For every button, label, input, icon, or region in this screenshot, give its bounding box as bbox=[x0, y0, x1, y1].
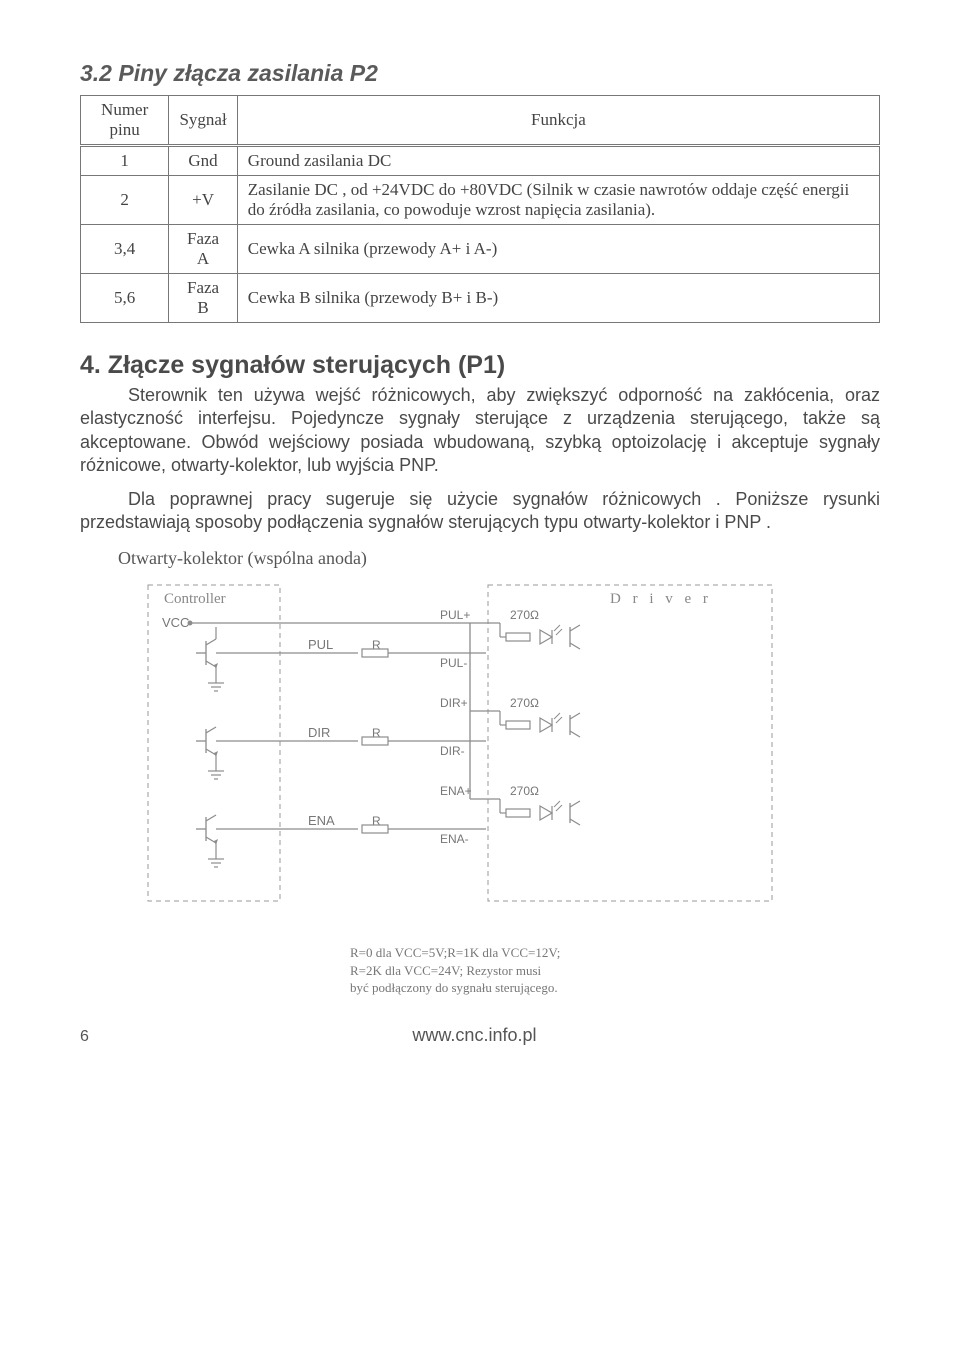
cell-sig: Faza B bbox=[169, 274, 237, 323]
page-footer: 6 www.cnc.info.pl bbox=[80, 1025, 880, 1046]
svg-text:DIR+: DIR+ bbox=[440, 696, 468, 710]
svg-text:R: R bbox=[372, 638, 381, 652]
controller-label: Controller bbox=[164, 591, 226, 607]
cell-pin: 3,4 bbox=[81, 225, 169, 274]
cell-pin: 2 bbox=[81, 176, 169, 225]
table-row: 5,6 Faza B Cewka B silnika (przewody B+ … bbox=[81, 274, 880, 323]
svg-text:270Ω: 270Ω bbox=[510, 608, 539, 622]
th-func: Funkcja bbox=[237, 96, 879, 146]
circuit-diagram: Controller D r i v e r VCC PUL+ 270Ω PUL… bbox=[140, 579, 780, 997]
cell-func: Zasilanie DC , od +24VDC do +80VDC (Siln… bbox=[237, 176, 879, 225]
svg-text:DIR-: DIR- bbox=[440, 744, 465, 758]
svg-text:R: R bbox=[372, 814, 381, 828]
cell-sig: Faza A bbox=[169, 225, 237, 274]
cell-func: Cewka B silnika (przewody B+ i B-) bbox=[237, 274, 879, 323]
section-4-para2: Dla poprawnej pracy sugeruje się użycie … bbox=[80, 488, 880, 535]
resistor-note: R=0 dla VCC=5V;R=1K dla VCC=12V; R=2K dl… bbox=[350, 944, 570, 997]
svg-text:DIR: DIR bbox=[308, 725, 330, 740]
svg-text:PUL-: PUL- bbox=[440, 656, 467, 670]
driver-label: D r i v e r bbox=[610, 591, 712, 607]
svg-text:ENA+: ENA+ bbox=[440, 784, 472, 798]
table-row: 3,4 Faza A Cewka A silnika (przewody A+ … bbox=[81, 225, 880, 274]
section-4-title: 4. Złącze sygnałów sterujących (P1) bbox=[80, 351, 880, 380]
th-signal: Sygnał bbox=[169, 96, 237, 146]
svg-text:270Ω: 270Ω bbox=[510, 696, 539, 710]
pin-table: Numer pinu Sygnał Funkcja 1 Gnd Ground z… bbox=[80, 95, 880, 323]
cell-sig: Gnd bbox=[169, 146, 237, 176]
section-4-para1: Sterownik ten używa wejść różnicowych, a… bbox=[80, 384, 880, 478]
th-pin: Numer pinu bbox=[81, 96, 169, 146]
cell-func: Cewka A silnika (przewody A+ i A-) bbox=[237, 225, 879, 274]
svg-text:ENA: ENA bbox=[308, 813, 335, 828]
cell-func: Ground zasilania DC bbox=[237, 146, 879, 176]
svg-text:PUL+: PUL+ bbox=[440, 608, 470, 622]
diagram-caption: Otwarty-kolektor (wspólna anoda) bbox=[118, 548, 880, 569]
vcc-label: VCC bbox=[162, 615, 189, 630]
cell-sig: +V bbox=[169, 176, 237, 225]
page-number: 6 bbox=[80, 1028, 89, 1046]
section-3-2-title: 3.2 Piny złącza zasilania P2 bbox=[80, 60, 880, 87]
svg-text:PUL: PUL bbox=[308, 637, 333, 652]
svg-text:ENA-: ENA- bbox=[440, 832, 469, 846]
svg-text:R: R bbox=[372, 726, 381, 740]
cell-pin: 5,6 bbox=[81, 274, 169, 323]
table-row: 2 +V Zasilanie DC , od +24VDC do +80VDC … bbox=[81, 176, 880, 225]
footer-url: www.cnc.info.pl bbox=[89, 1025, 860, 1046]
cell-pin: 1 bbox=[81, 146, 169, 176]
svg-text:270Ω: 270Ω bbox=[510, 784, 539, 798]
table-row: 1 Gnd Ground zasilania DC bbox=[81, 146, 880, 176]
